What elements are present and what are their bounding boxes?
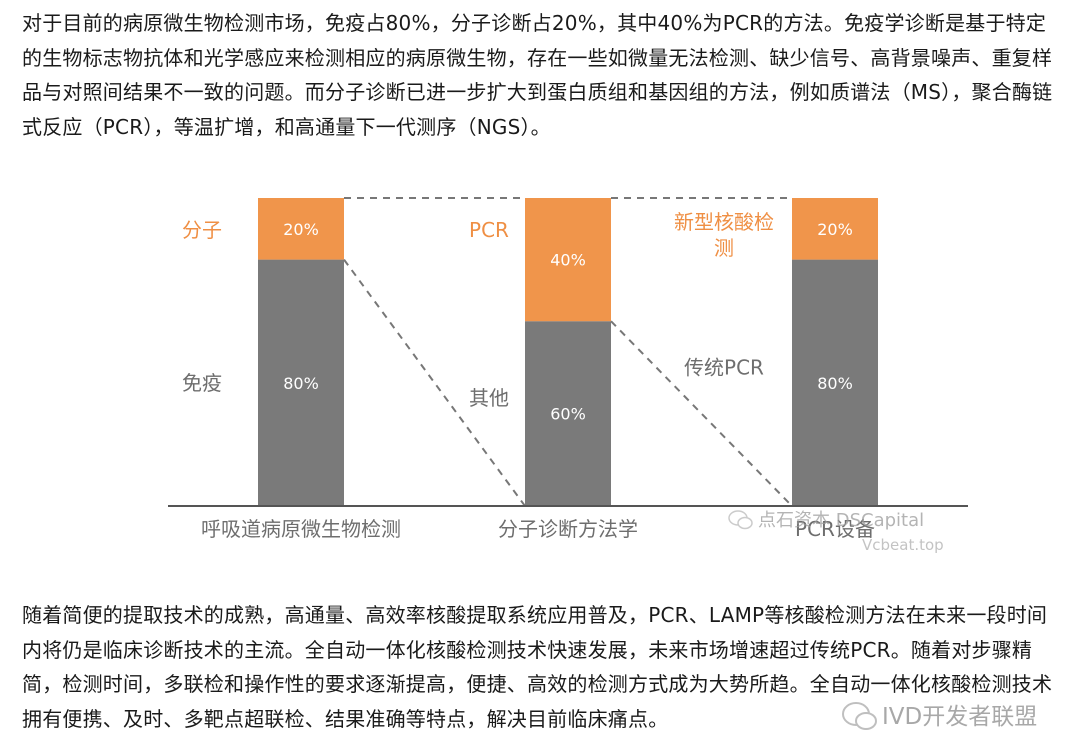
- chart-canvas: 80% 20% 60% 40% 80% 20% 呼吸道病原微生物检测 分子诊断方法学 PCR设备…: [168, 197, 968, 554]
- bar-segment-1-1: [258, 259, 344, 506]
- bar-segment-2-2: [525, 198, 611, 322]
- segment-name-mianyi: 免疫: [182, 371, 222, 395]
- chart-watermark-site: Vcbeat.top: [862, 536, 944, 554]
- bar-segment-2-1: [525, 321, 611, 506]
- data-label-2-1: 60%: [550, 405, 586, 424]
- category-label-2: 分子诊断方法学: [498, 517, 638, 541]
- segment-name-chuantong: 传统PCR: [684, 355, 764, 379]
- data-label-1-1: 80%: [283, 374, 319, 393]
- connector-diagonal-2: [610, 320, 793, 507]
- wechat-icon: [842, 702, 877, 730]
- bar-segment-3-2: [792, 198, 878, 260]
- data-label-1-2: 20%: [283, 220, 319, 239]
- intro-paragraph: 对于目前的病原微生物检测市场，免疫占80%，分子诊断占20%，其中40%为PCR…: [22, 11, 1053, 139]
- data-label-2-2: 40%: [550, 251, 586, 270]
- segment-name-fenzi: 分子: [182, 218, 222, 242]
- bar-segment-1-2: [258, 198, 344, 260]
- stacked-bar-chart: 80% 20% 60% 40% 80% 20% 呼吸道病原微生物检测 分子诊断方法学 PCR设备…: [0, 170, 1080, 570]
- data-label-3-2: 20%: [817, 220, 853, 239]
- page-watermark-text: IVD开发者联盟: [882, 704, 1037, 730]
- chart-wechat-icon: [728, 510, 753, 530]
- segment-name-xinxing-line2: 测: [714, 236, 734, 260]
- data-label-3-1: 80%: [817, 374, 853, 393]
- category-label-3: PCR设备: [795, 517, 875, 541]
- category-label-1: 呼吸道病原微生物检测: [201, 517, 401, 541]
- segment-name-pcr: PCR: [469, 218, 509, 242]
- outro-paragraph: 随着简便的提取技术的成熟，高通量、高效率核酸提取系统应用普及，PCR、LAMP等…: [22, 603, 1053, 731]
- segment-name-qita: 其他: [469, 386, 509, 410]
- chart-watermark-text: 点石资本 DSCapital: [758, 510, 924, 531]
- segment-name-xinxing-line1: 新型核酸检: [674, 210, 774, 234]
- bar-segment-3-1: [792, 259, 878, 506]
- page-watermark: IVD开发者联盟: [842, 702, 1037, 730]
- connector-diagonal-1: [343, 259, 526, 507]
